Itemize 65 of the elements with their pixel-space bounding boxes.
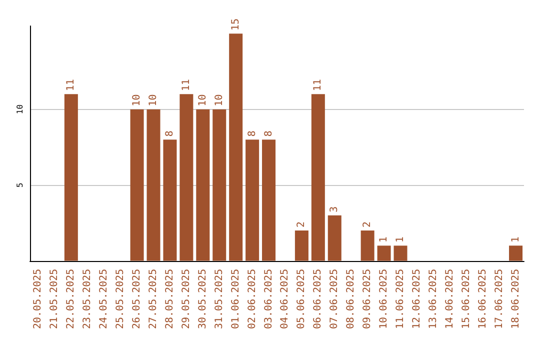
x-tick-label: 13.06.2025 [428,268,439,330]
data-label: 1 [510,236,522,243]
x-tick-label: 11.06.2025 [395,268,406,330]
bar [311,94,325,261]
bar [294,230,308,261]
x-tick-label: 16.06.2025 [477,268,488,330]
bar [196,109,210,261]
x-tick-label: 06.06.2025 [312,268,324,330]
x-tick-label: 03.06.2025 [263,268,274,330]
bar [328,215,342,261]
bar [180,94,194,261]
x-tick-label: 25.05.2025 [115,268,126,330]
data-label: 11 [66,79,77,92]
bar [130,109,144,261]
bar [360,230,374,261]
bar [394,246,408,261]
x-tick-label: 29.05.2025 [180,268,192,330]
x-tick-label: 18.06.2025 [510,268,522,330]
bar [246,140,260,261]
bar [262,140,276,261]
data-label: 10 [197,94,208,106]
data-label: 10 [214,94,225,106]
x-tick-label: 01.06.2025 [230,268,242,330]
data-label: 8 [164,130,176,137]
x-tick-label: 08.06.2025 [346,268,357,330]
x-tick-label: 02.06.2025 [246,268,258,330]
bar [212,109,226,261]
x-tick-label: 10.06.2025 [378,268,390,330]
data-label: 8 [246,130,258,137]
x-tick-label: 26.05.2025 [132,268,143,330]
x-tick-label: 09.06.2025 [362,268,374,330]
x-tick-label: 23.05.2025 [82,268,94,330]
bar [229,34,243,261]
x-tick-label: 05.06.2025 [296,268,308,330]
data-label: 3 [329,206,340,212]
x-tick-label: 21.05.2025 [49,268,60,330]
x-tick-label: 24.05.2025 [98,268,110,330]
x-tick-label: 17.06.2025 [494,268,505,330]
data-label: 15 [230,18,242,31]
bar [64,94,78,261]
data-label: 11 [312,79,324,92]
data-label: 8 [263,130,274,137]
x-tick-label: 12.06.2025 [411,268,422,330]
data-label: 10 [148,94,159,106]
x-tick-label: 28.05.2025 [164,268,176,330]
x-tick-label: 22.05.2025 [66,268,77,330]
y-tick-label: 5 [16,182,24,188]
data-label: 11 [180,79,192,92]
data-label: 2 [362,221,374,228]
x-tick-label: 27.05.2025 [148,268,159,330]
bar [163,140,177,261]
x-tick-label: 20.05.2025 [32,268,44,330]
x-tick-label: 14.06.2025 [444,268,456,330]
data-label: 10 [132,94,143,106]
data-label: 1 [395,236,406,243]
data-label: 2 [296,221,308,228]
bar [146,109,160,261]
x-tick-label: 07.06.2025 [329,268,340,330]
x-tick-label: 04.06.2025 [280,268,291,330]
x-tick-label: 15.06.2025 [460,268,472,330]
x-tick-label: 30.05.2025 [197,268,208,330]
data-label: 1 [378,236,390,243]
x-tick-label: 31.05.2025 [214,268,225,330]
bar [377,246,391,261]
bar [509,246,523,261]
